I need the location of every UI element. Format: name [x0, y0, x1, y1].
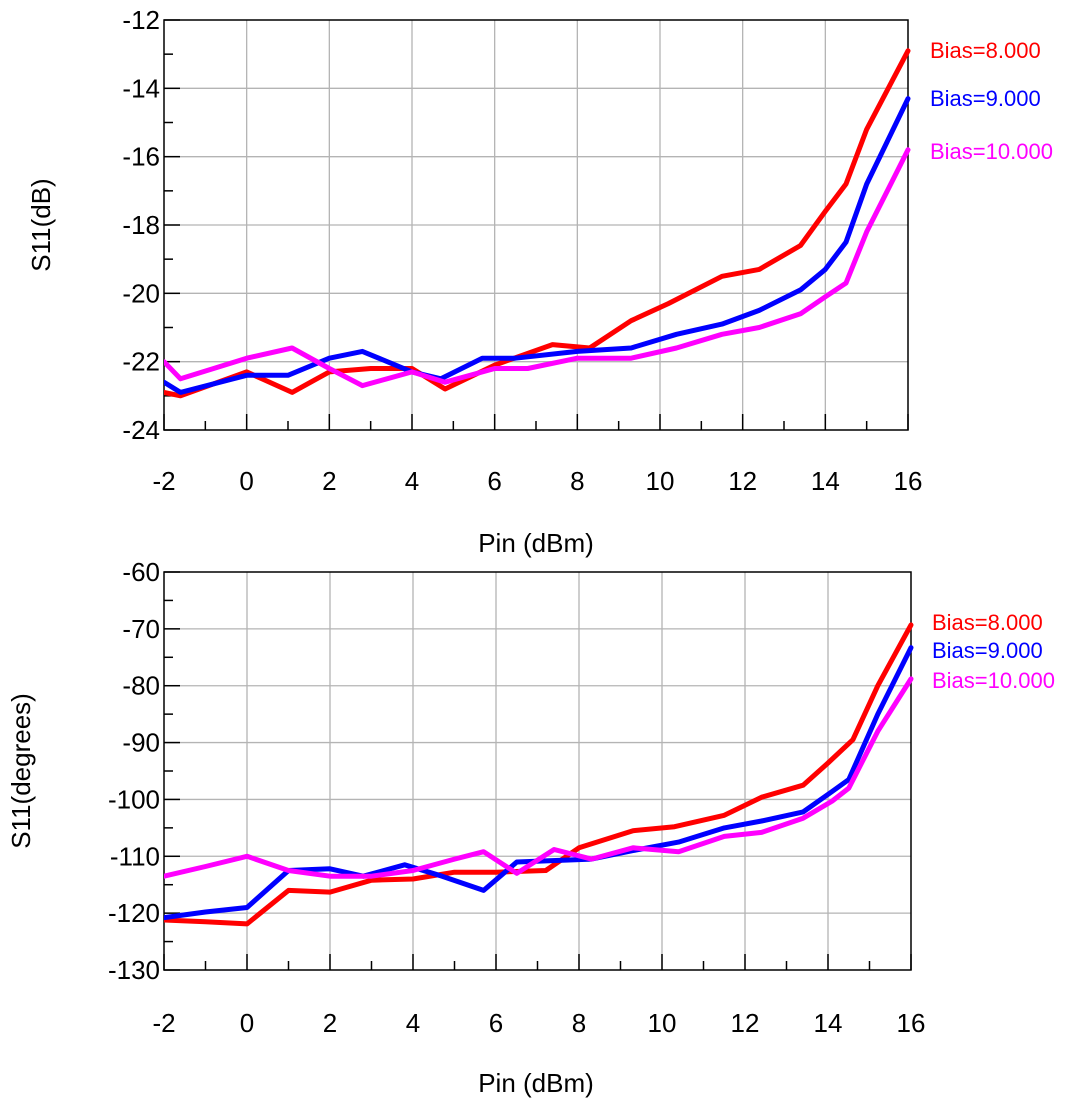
y-tick-label: -80: [122, 671, 160, 701]
x-tick-label: 12: [731, 1008, 760, 1038]
x-tick-label: 2: [322, 466, 336, 496]
chart-1: -2 0 2 4 6 8 10 12 14 16-12-14-16-18-20-22-24Pin …: [26, 5, 1053, 558]
series-lines: [164, 48, 911, 399]
y-tick-label: -90: [122, 728, 160, 758]
y-tick-label: -100: [108, 784, 160, 814]
series-line: [164, 147, 911, 389]
x-tick-label: 10: [648, 1008, 677, 1038]
y-tick-label: -110: [110, 841, 160, 871]
x-tick-label: 6: [487, 466, 501, 496]
legend-entry: Bias=10.000: [932, 668, 1055, 693]
x-tick-label: 0: [239, 466, 253, 496]
x-tick-label: -2: [152, 1008, 175, 1038]
x-axis-title: Pin (dBm): [478, 528, 594, 558]
legend: Bias=8.000 Bias=9.000 Bias=10.000: [932, 610, 1055, 693]
series-line: [164, 96, 911, 395]
legend-entry: Bias=9.000: [930, 86, 1041, 111]
legend-entry: Bias=9.000: [932, 638, 1043, 663]
y-tick-label: -22: [122, 347, 160, 377]
y-tick-label: -12: [122, 5, 160, 35]
y-tick-label: -130: [108, 955, 160, 985]
x-tick-label: 10: [646, 466, 675, 496]
x-tick-label: 0: [240, 1008, 254, 1038]
x-tick-label: 8: [570, 466, 584, 496]
plot-frame: [163, 571, 912, 971]
y-tick-label: -70: [122, 614, 160, 644]
x-axis-title: Pin (dBm): [478, 1068, 594, 1098]
legend: Bias=8.000 Bias=9.000 Bias=10.000: [930, 38, 1053, 164]
x-tick-label: -2: [152, 466, 175, 496]
axis-ticks: [163, 571, 912, 971]
y-tick-label: -60: [122, 557, 160, 587]
x-tick-label: 16: [894, 466, 923, 496]
legend-entry: Bias=10.000: [930, 139, 1053, 164]
series-line: [164, 645, 914, 921]
x-tick-label: 14: [811, 466, 840, 496]
y-tick-label: -24: [122, 415, 160, 445]
y-axis-title: S11(dB): [26, 178, 56, 271]
series-line: [164, 48, 911, 399]
x-tick-label: 14: [814, 1008, 843, 1038]
legend-entry: Bias=8.000: [932, 610, 1043, 635]
series-lines: [164, 622, 914, 927]
legend-entry: Bias=8.000: [930, 38, 1041, 63]
x-tick-label: 16: [897, 1008, 926, 1038]
x-tick-label: 4: [406, 1008, 420, 1038]
y-tick-label: -14: [122, 73, 160, 103]
gridlines: [164, 20, 908, 430]
y-axis-title: S11(degrees): [6, 693, 36, 849]
x-tick-label: 2: [323, 1008, 337, 1038]
x-tick-label: 6: [489, 1008, 503, 1038]
chart-2: -2 0 2 4 6 8 10 12 14 16 -60 -70 -80 -90 -100 -110 -120 -…: [6, 557, 1055, 1098]
y-tick-label: -120: [108, 898, 160, 928]
y-tick-label: -20: [122, 278, 160, 308]
x-tick-label: 8: [572, 1008, 586, 1038]
x-tick-label: 12: [728, 466, 757, 496]
x-tick-label: 4: [405, 466, 419, 496]
y-tick-label: -18: [122, 210, 160, 240]
y-tick-label: -16: [122, 142, 160, 172]
gridlines: [164, 572, 911, 970]
series-line: [164, 676, 914, 879]
axis-ticks: [163, 19, 909, 431]
